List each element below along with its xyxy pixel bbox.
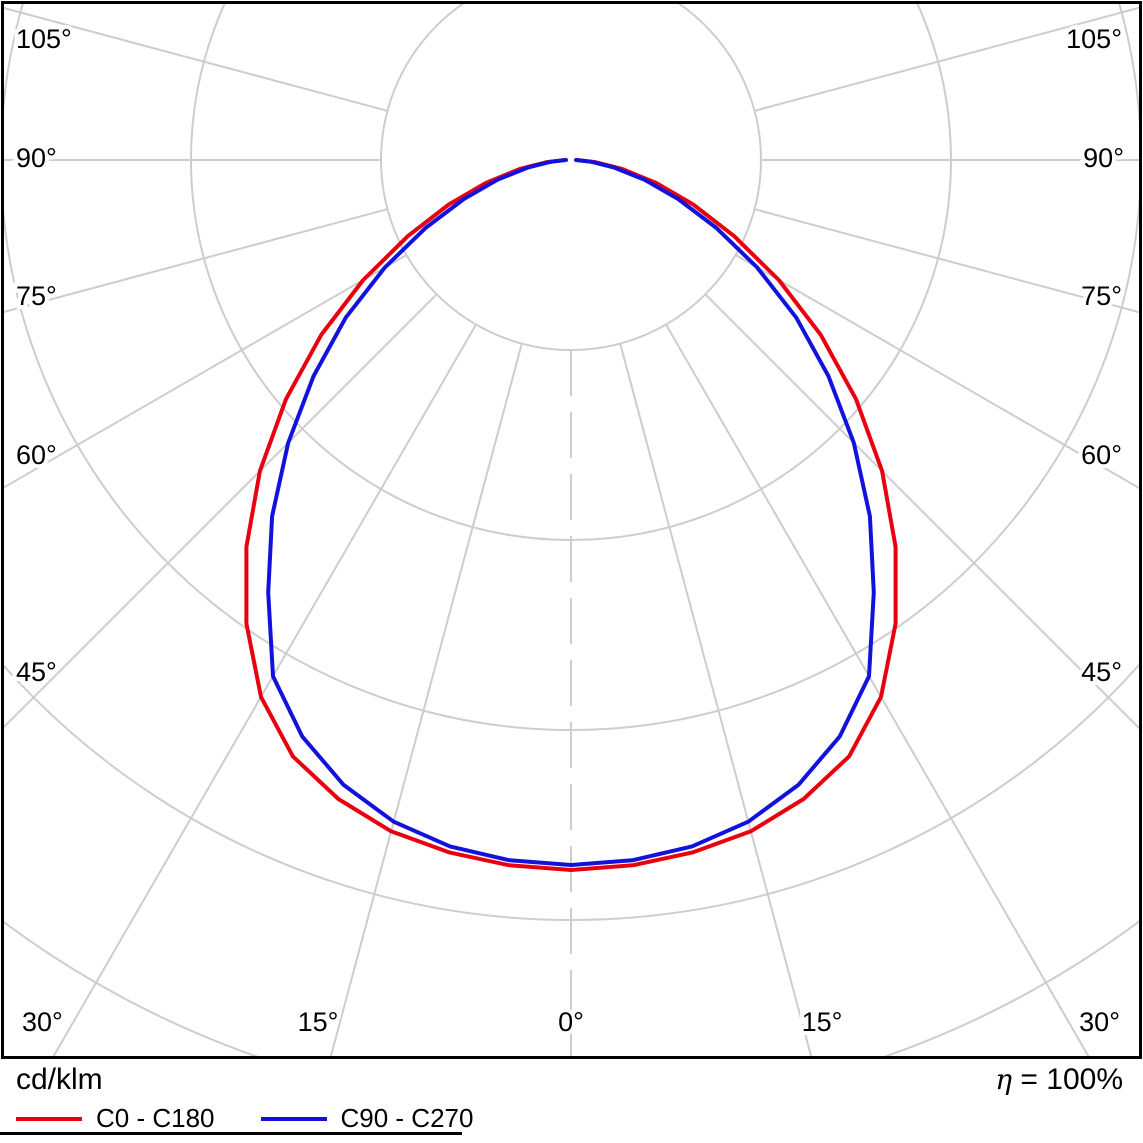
legend-item-c0-c180: C0 - C180 <box>16 1103 215 1134</box>
legend: C0 - C180 C90 - C270 <box>0 1103 1143 1134</box>
polar-chart: 105° 105° 90° 90° 75° 75° 60° 60° 45° 45° 30° 30° 15… <box>0 0 1143 1060</box>
legend-label-c90-c270: C90 - C270 <box>340 1103 474 1133</box>
angle-label: 15° <box>802 1007 843 1037</box>
angle-label: 15° <box>298 1007 339 1037</box>
legend-item-c90-c270: C90 - C270 <box>260 1103 474 1134</box>
units-label: cd/klm <box>16 1063 103 1096</box>
efficiency-label: η = 100% <box>995 1063 1123 1096</box>
series-curve-c90-c270 <box>266 158 876 867</box>
grid-spoke <box>4 208 388 313</box>
legend-label-c0-c180: C0 - C180 <box>96 1103 215 1133</box>
angle-label: 30° <box>1079 1007 1120 1037</box>
angle-label: 45° <box>16 657 57 687</box>
grid-spoke <box>4 254 407 489</box>
angle-label: 105° <box>1066 24 1122 54</box>
grid-spoke <box>754 208 1139 314</box>
efficiency-value: = 100% <box>1020 1063 1123 1096</box>
footer-top-row: cd/klm η = 100% <box>0 1060 1143 1096</box>
angle-labels: 105° 105° 90° 90° 75° 75° 60° 60° 45° 45° 30° 30° 15… <box>12 20 1128 1041</box>
angle-label: 60° <box>1081 440 1122 470</box>
chart-footer: cd/klm η = 100% C0 - C180 C90 - C270 <box>0 1060 1143 1143</box>
series-curve-c0-c180 <box>244 158 898 872</box>
angle-label: 75° <box>16 281 57 311</box>
grid-spoke <box>619 343 813 1056</box>
angle-label: 60° <box>16 440 57 470</box>
angle-label: 75° <box>1081 281 1122 311</box>
grid-spoke <box>754 6 1139 112</box>
plot-border <box>1 1 1142 1059</box>
grid-spoke <box>4 7 388 112</box>
legend-line-c90-c270 <box>260 1116 327 1121</box>
angle-label: 45° <box>1081 657 1122 687</box>
angle-label: 30° <box>22 1007 63 1037</box>
eta-symbol: η <box>995 1063 1013 1096</box>
footer-bottom-rule <box>0 1132 462 1135</box>
angle-label: 90° <box>1083 143 1124 173</box>
grid-spoke <box>329 343 523 1056</box>
angle-label: 90° <box>16 143 57 173</box>
grid-spoke <box>52 324 477 1056</box>
grid-spoke <box>665 324 1090 1056</box>
angle-label: 105° <box>16 24 72 54</box>
legend-line-c0-c180 <box>16 1116 82 1121</box>
grid-spoke <box>735 254 1139 490</box>
angle-label: 0° <box>558 1007 584 1037</box>
